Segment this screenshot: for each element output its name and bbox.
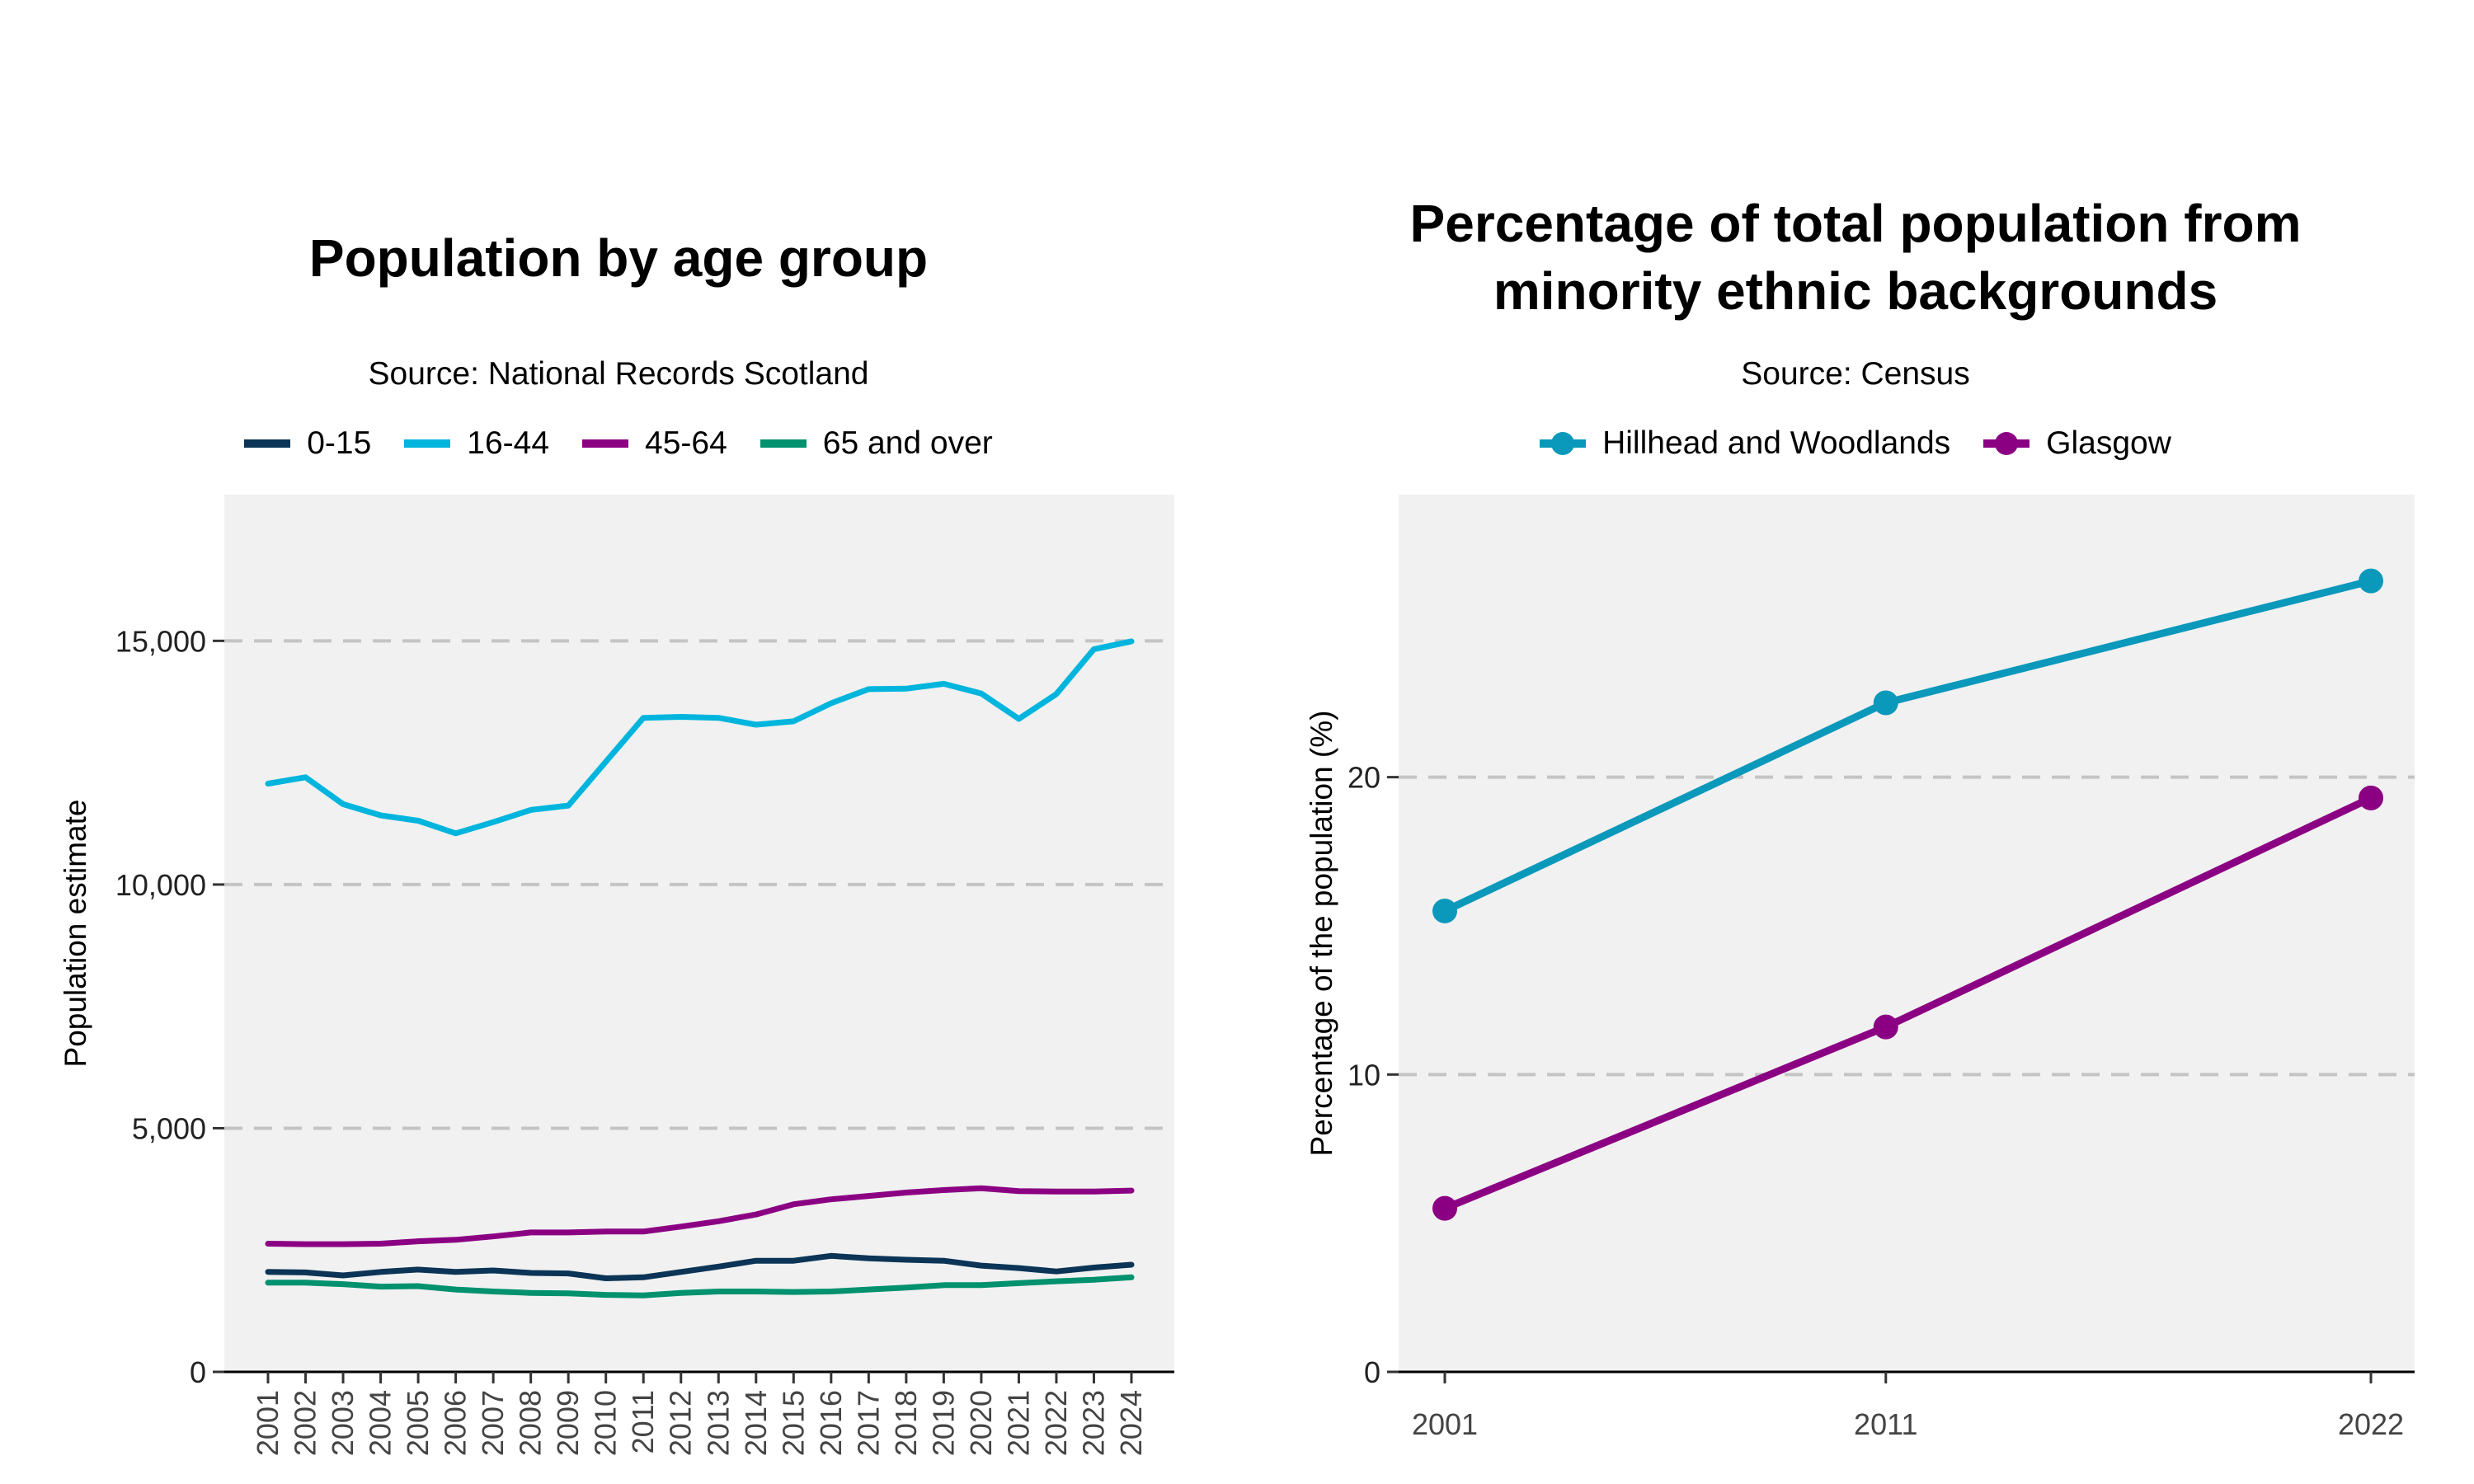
- chart-subtitle: Source: National Records Scotland: [368, 356, 869, 392]
- series-line-0-15: [265, 1252, 1135, 1281]
- data-point: [2359, 568, 2383, 594]
- x-tick-label: 2017: [851, 1390, 885, 1456]
- x-tick-label: 2014: [739, 1390, 773, 1456]
- x-tick-label: 2013: [701, 1390, 735, 1456]
- x-tick-label: 2023: [1076, 1390, 1110, 1456]
- legend-label: 16-44: [467, 425, 550, 461]
- chart-title-line-2: minority ethnic backgrounds: [1493, 261, 2218, 321]
- x-tick-label: 2011: [626, 1390, 660, 1453]
- chart-title-line-1: Percentage of total population from: [1409, 194, 2302, 253]
- series-line-45-64: [265, 1185, 1135, 1247]
- x-tick-label: 2005: [401, 1390, 435, 1456]
- x-tick-label: 2016: [814, 1390, 848, 1456]
- legend-label: 0-15: [307, 425, 372, 461]
- x-tick-label: 2024: [1114, 1390, 1148, 1456]
- legend-item-hillhead-and-woodlands: Hillhead and Woodlands: [1540, 425, 1950, 462]
- x-tick-label: 2015: [776, 1390, 810, 1456]
- x-tick-label: 2022: [1039, 1390, 1073, 1456]
- chart-legend: 0-15 16-44 45-64 65 and over: [0, 420, 1237, 467]
- y-tick-label: 20: [1348, 761, 1380, 795]
- legend-key-45-64: [582, 439, 629, 448]
- series-line-65-and-over: [265, 1274, 1135, 1298]
- x-tick-label: 2001: [1412, 1407, 1478, 1441]
- legend-key-glasgow: [1983, 432, 2030, 455]
- y-tick-label: 15,000: [115, 624, 206, 658]
- x-tick-label: 2008: [514, 1390, 548, 1456]
- x-tick-label: 2002: [289, 1390, 322, 1456]
- legend-label: 45-64: [645, 425, 727, 461]
- plot-background: [224, 495, 1174, 1372]
- chart-title: Population by age group: [308, 228, 929, 288]
- x-tick-label: 2020: [964, 1390, 998, 1456]
- data-point: [2359, 785, 2383, 810]
- x-tick-label: 2011: [1854, 1407, 1917, 1441]
- x-tick-label: 2001: [251, 1390, 285, 1456]
- x-tick-label: 2018: [889, 1390, 923, 1456]
- legend-label: Hillhead and Woodlands: [1602, 425, 1951, 461]
- y-tick-label: 10,000: [115, 868, 206, 902]
- legend-key-hillhead-and-woodlands: [1540, 432, 1587, 455]
- x-tick-label: 2006: [439, 1390, 473, 1456]
- data-point: [1432, 898, 1457, 923]
- legend-label: 65 and over: [822, 425, 993, 461]
- ethnicity-plot-area: 0 10 20 2001 2011 2022 Percentage of the popul…: [1305, 495, 2415, 1441]
- x-tick-label: 2021: [1001, 1390, 1035, 1456]
- x-tick-label: 2009: [551, 1390, 585, 1456]
- minority-ethnic-chart: Percentage of total population from mino…: [1237, 0, 2474, 1484]
- plot-background: [1399, 495, 2415, 1372]
- y-tick-label: 0: [190, 1355, 206, 1389]
- x-tick-label: 2019: [926, 1390, 960, 1456]
- data-point: [1873, 1014, 1898, 1040]
- x-tick-label: 2010: [589, 1390, 623, 1456]
- y-tick-label: 5,000: [132, 1111, 206, 1145]
- series-line-16-44: [265, 638, 1135, 837]
- data-point: [1432, 1195, 1457, 1221]
- y-axis-label: Percentage of the population (%): [1305, 711, 1338, 1157]
- legend-key-65-and-over: [760, 439, 807, 448]
- legend-item-16-44: 16-44: [404, 425, 549, 462]
- legend-item-65-and-over: 65 and over: [760, 425, 993, 462]
- x-tick-label: 2007: [476, 1390, 510, 1456]
- legend-key-16-44: [404, 439, 451, 448]
- x-tick-label: 2012: [664, 1390, 698, 1456]
- chart-legend: Hillhead and Woodlands Glasgow: [1237, 420, 2474, 467]
- y-axis-label: Population estimate: [59, 800, 92, 1068]
- legend-key-0-15: [244, 439, 291, 448]
- legend-label: Glasgow: [2046, 425, 2171, 461]
- x-tick-label: 2022: [2338, 1407, 2404, 1441]
- legend-item-glasgow: Glasgow: [1983, 425, 2171, 462]
- chart-subtitle: Source: Census: [1741, 356, 1970, 392]
- x-tick-label: 2004: [364, 1390, 397, 1456]
- y-tick-label: 0: [1364, 1355, 1380, 1389]
- legend-item-0-15: 0-15: [244, 425, 371, 462]
- legend-item-45-64: 45-64: [582, 425, 727, 462]
- x-tick-label: 2003: [326, 1390, 360, 1456]
- population-by-age-chart: Population by age group Source: National…: [0, 228, 1237, 1456]
- y-tick-label: 10: [1348, 1058, 1380, 1092]
- data-point: [1873, 690, 1898, 716]
